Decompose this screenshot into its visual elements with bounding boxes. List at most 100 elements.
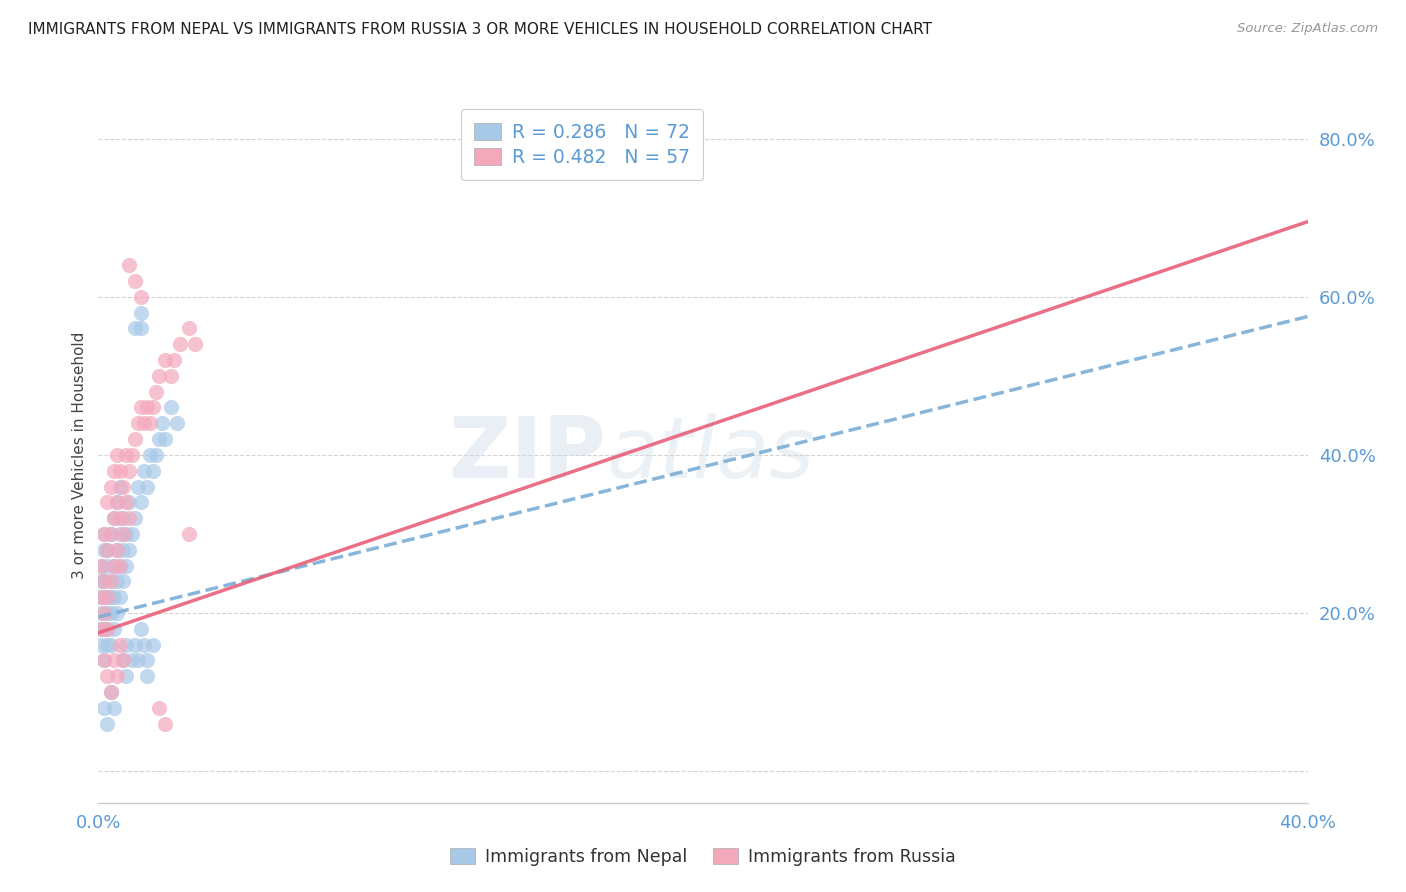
Point — [139, 448, 162, 462]
Point — [105, 542, 128, 557]
Point — [103, 558, 125, 573]
Point — [135, 653, 157, 667]
Point — [96, 606, 118, 620]
Point — [108, 479, 131, 493]
Point — [148, 368, 170, 383]
Text: IMMIGRANTS FROM NEPAL VS IMMIGRANTS FROM RUSSIA 3 OR MORE VEHICLES IN HOUSEHOLD : IMMIGRANTS FROM NEPAL VS IMMIGRANTS FROM… — [28, 22, 932, 37]
Y-axis label: 3 or more Vehicles in Household: 3 or more Vehicles in Household — [72, 331, 87, 579]
Point — [145, 448, 167, 462]
Point — [96, 638, 118, 652]
Point — [103, 653, 125, 667]
Point — [100, 591, 122, 605]
Point — [93, 622, 115, 636]
Point — [100, 606, 122, 620]
Point — [111, 479, 134, 493]
Point — [90, 606, 112, 620]
Point — [135, 479, 157, 493]
Point — [96, 542, 118, 557]
Point — [142, 464, 165, 478]
Point — [96, 622, 118, 636]
Point — [96, 591, 118, 605]
Point — [103, 558, 125, 573]
Point — [114, 669, 136, 683]
Point — [111, 574, 134, 589]
Point — [108, 591, 131, 605]
Point — [111, 653, 134, 667]
Point — [148, 701, 170, 715]
Point — [105, 495, 128, 509]
Point — [96, 622, 118, 636]
Point — [90, 638, 112, 652]
Point — [100, 527, 122, 541]
Point — [93, 653, 115, 667]
Point — [90, 574, 112, 589]
Text: atlas: atlas — [606, 413, 814, 497]
Point — [93, 527, 115, 541]
Point — [114, 495, 136, 509]
Point — [132, 464, 155, 478]
Point — [139, 417, 162, 431]
Point — [145, 384, 167, 399]
Point — [108, 527, 131, 541]
Point — [105, 606, 128, 620]
Point — [90, 558, 112, 573]
Point — [114, 448, 136, 462]
Point — [100, 685, 122, 699]
Point — [108, 511, 131, 525]
Point — [96, 558, 118, 573]
Point — [114, 638, 136, 652]
Point — [142, 401, 165, 415]
Point — [135, 669, 157, 683]
Point — [93, 542, 115, 557]
Point — [111, 511, 134, 525]
Text: ZIP: ZIP — [449, 413, 606, 497]
Point — [124, 432, 146, 446]
Point — [100, 574, 122, 589]
Point — [105, 669, 128, 683]
Legend: Immigrants from Nepal, Immigrants from Russia: Immigrants from Nepal, Immigrants from R… — [441, 839, 965, 874]
Point — [127, 417, 149, 431]
Point — [105, 448, 128, 462]
Point — [127, 653, 149, 667]
Point — [100, 479, 122, 493]
Point — [105, 574, 128, 589]
Point — [100, 685, 122, 699]
Point — [103, 464, 125, 478]
Point — [129, 321, 152, 335]
Point — [121, 527, 143, 541]
Point — [103, 591, 125, 605]
Point — [93, 527, 115, 541]
Text: Source: ZipAtlas.com: Source: ZipAtlas.com — [1237, 22, 1378, 36]
Point — [103, 511, 125, 525]
Point — [129, 290, 152, 304]
Point — [135, 401, 157, 415]
Point — [150, 417, 173, 431]
Point — [103, 622, 125, 636]
Point — [124, 511, 146, 525]
Point — [93, 574, 115, 589]
Point — [129, 495, 152, 509]
Point — [96, 716, 118, 731]
Point — [100, 527, 122, 541]
Point — [160, 401, 183, 415]
Point — [93, 574, 115, 589]
Point — [105, 542, 128, 557]
Point — [166, 417, 188, 431]
Point — [96, 495, 118, 509]
Point — [96, 669, 118, 683]
Point — [90, 558, 112, 573]
Point — [124, 321, 146, 335]
Point — [129, 622, 152, 636]
Point — [96, 542, 118, 557]
Point — [103, 701, 125, 715]
Point — [111, 653, 134, 667]
Point — [108, 558, 131, 573]
Point — [108, 464, 131, 478]
Point — [90, 622, 112, 636]
Point — [129, 401, 152, 415]
Point — [118, 258, 141, 272]
Point — [132, 417, 155, 431]
Point — [163, 353, 186, 368]
Point — [153, 716, 176, 731]
Point — [153, 353, 176, 368]
